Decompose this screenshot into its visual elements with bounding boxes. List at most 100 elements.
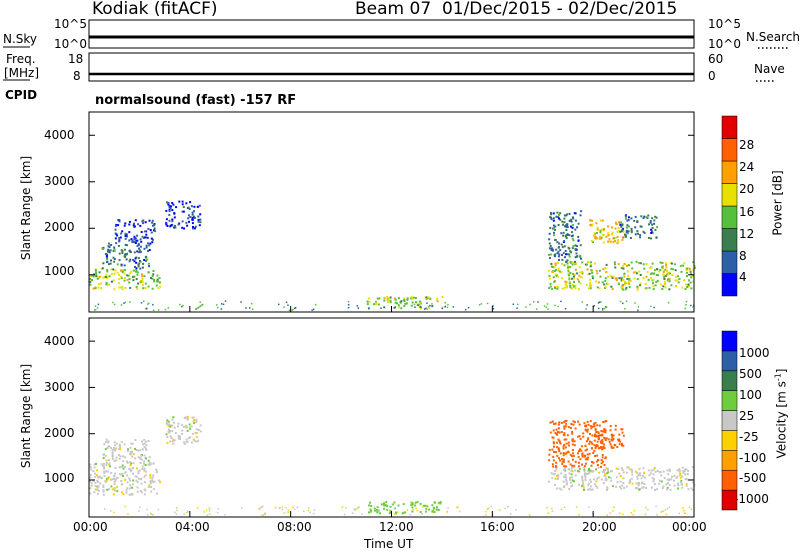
power-cell xyxy=(613,237,616,240)
velocity-cell xyxy=(605,437,608,440)
power-cell xyxy=(655,216,658,219)
power-ground-cell xyxy=(356,305,359,307)
power-cell xyxy=(568,212,571,215)
power-cell xyxy=(602,241,605,244)
power-cell xyxy=(145,233,148,236)
velocity-cell xyxy=(667,482,670,485)
power-ground-cell xyxy=(97,303,100,306)
power-cell xyxy=(649,267,652,270)
power-cell xyxy=(614,236,617,239)
velocity-cell xyxy=(169,435,172,438)
power-ground-cell xyxy=(431,303,433,305)
power-ground-cell xyxy=(314,303,317,306)
power-cell xyxy=(136,250,139,253)
power-cell xyxy=(158,281,161,284)
power-cell xyxy=(661,266,664,269)
velocity-ground-cell xyxy=(260,506,263,508)
velocity-cell xyxy=(577,452,580,455)
velocity-cell xyxy=(402,503,405,506)
velocity-cell xyxy=(622,471,625,474)
power-cell xyxy=(106,260,109,263)
velocity-cell xyxy=(177,425,179,428)
velocity-cell xyxy=(197,429,200,431)
velocity-cell xyxy=(557,447,560,450)
velocity-cell xyxy=(166,436,169,439)
power-cell xyxy=(114,225,117,227)
power-cell xyxy=(611,233,613,236)
power-cell xyxy=(132,240,135,243)
velocity-cell xyxy=(186,418,189,421)
power-cell xyxy=(606,282,609,285)
velocity-cell xyxy=(153,488,155,491)
velocity-ground-cell xyxy=(355,508,357,511)
power-ground-cell xyxy=(143,300,145,302)
velocity-cell xyxy=(589,478,592,481)
power-cell xyxy=(569,284,572,287)
velocity-cell xyxy=(596,440,599,443)
velocity-cell xyxy=(379,512,381,515)
velocity-cell xyxy=(593,450,596,452)
power-ytick: 3000 xyxy=(44,174,75,188)
power-ground-cell xyxy=(413,303,416,306)
velocity-cell xyxy=(601,433,604,436)
velocity-cell xyxy=(561,458,564,461)
power-cell xyxy=(188,220,190,223)
power-cell xyxy=(619,230,622,233)
velocity-cell xyxy=(563,421,566,424)
velocity-cell xyxy=(139,462,142,464)
power-cell xyxy=(651,227,654,229)
velocity-cell xyxy=(578,467,581,470)
power-cell xyxy=(126,278,129,281)
power-cell xyxy=(621,279,624,282)
velocity-cell xyxy=(601,441,604,443)
velocity-ground-cell xyxy=(149,512,152,515)
velocity-cell xyxy=(186,426,188,429)
power-cell xyxy=(686,275,688,277)
velocity-colorbar-block xyxy=(721,450,738,471)
velocity-cell xyxy=(572,458,574,461)
power-cell xyxy=(652,278,655,281)
power-cell xyxy=(193,205,196,208)
velocity-cell xyxy=(416,500,419,503)
power-cell xyxy=(548,277,551,280)
velocity-cell xyxy=(606,487,609,490)
velocity-cell xyxy=(139,457,142,460)
power-cell xyxy=(674,269,677,272)
velocity-cell xyxy=(591,488,594,491)
power-ground-cell xyxy=(464,308,467,311)
velocity-cell xyxy=(127,449,129,452)
power-cell xyxy=(153,227,156,230)
velocity-cell xyxy=(120,483,123,486)
power-ground-cell xyxy=(182,304,184,307)
power-cell xyxy=(586,268,589,271)
power-cell xyxy=(622,264,625,267)
velocity-ground-cell xyxy=(309,511,311,514)
velocity-cell xyxy=(113,489,116,492)
power-cell xyxy=(674,285,677,288)
power-cell xyxy=(589,278,592,281)
velocity-cell xyxy=(397,504,400,507)
power-cell xyxy=(683,262,686,265)
velocity-colorbar-block xyxy=(721,390,738,411)
power-cell xyxy=(560,232,563,235)
power-cell xyxy=(578,274,581,277)
velocity-cell xyxy=(148,461,151,464)
nsky-tick-top: 10^5 xyxy=(54,17,87,31)
velocity-cell xyxy=(584,476,587,479)
velocity-cell xyxy=(621,428,624,431)
velocity-cell xyxy=(636,487,639,490)
velocity-cell xyxy=(113,483,116,486)
velocity-cell xyxy=(593,425,596,428)
power-cell xyxy=(109,262,112,265)
velocity-cell xyxy=(603,471,606,473)
velocity-cell xyxy=(137,449,140,452)
power-cell xyxy=(670,267,673,270)
power-cell xyxy=(563,217,566,220)
power-ground-cell xyxy=(598,301,601,303)
power-cell xyxy=(591,219,593,222)
power-cell xyxy=(110,268,113,271)
power-ground-cell xyxy=(240,301,242,303)
velocity-ground-cell xyxy=(656,514,658,516)
freq-panel-frame xyxy=(88,52,695,82)
power-ground-cell xyxy=(157,309,160,311)
